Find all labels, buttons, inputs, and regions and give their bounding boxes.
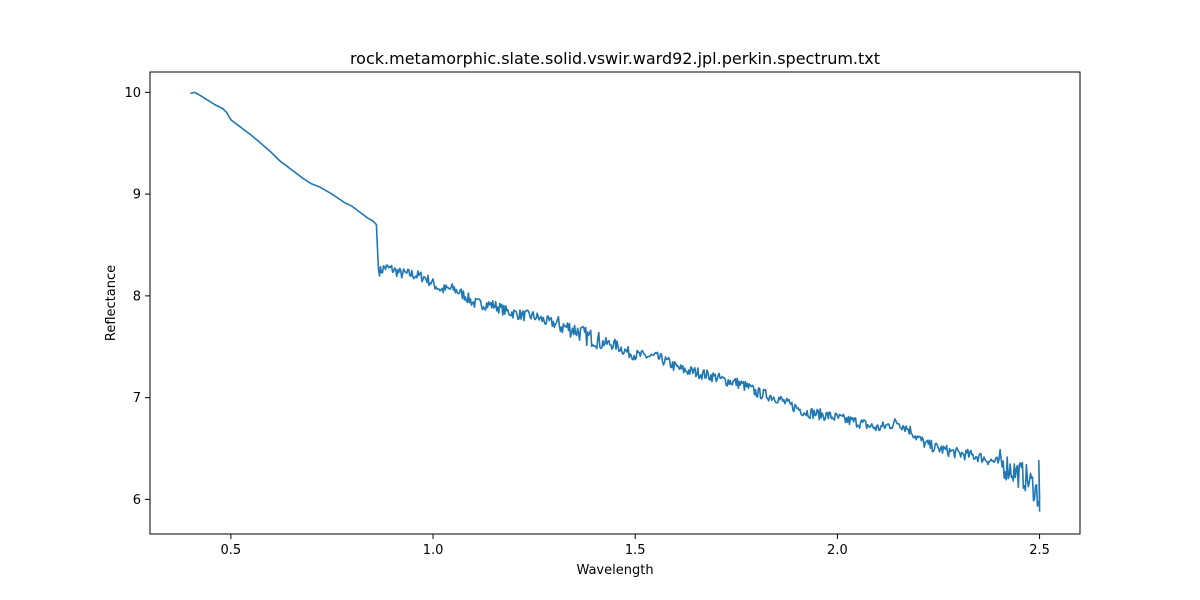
x-tick-label: 1.0 bbox=[423, 543, 444, 558]
x-axis-label: Wavelength bbox=[576, 563, 653, 578]
y-tick-label: 9 bbox=[133, 188, 141, 203]
x-tick-label: 0.5 bbox=[221, 543, 242, 558]
y-tick-label: 8 bbox=[133, 289, 141, 304]
y-tick-label: 7 bbox=[133, 391, 141, 406]
x-tick-label: 1.5 bbox=[625, 543, 646, 558]
x-tick-label: 2.5 bbox=[1029, 543, 1050, 558]
y-tick-label: 6 bbox=[133, 493, 141, 508]
y-tick-label: 10 bbox=[124, 86, 141, 101]
x-tick-label: 2.0 bbox=[827, 543, 848, 558]
y-axis-label: Reflectance bbox=[104, 265, 119, 341]
chart-title: rock.metamorphic.slate.solid.vswir.ward9… bbox=[350, 49, 880, 68]
y-axis-ticks: 6 7 8 9 10 bbox=[124, 86, 150, 508]
reflectance-series-line bbox=[190, 91, 1041, 512]
x-axis-ticks: 0.5 1.0 1.5 2.0 2.5 bbox=[221, 534, 1050, 558]
plot-area-frame bbox=[149, 71, 1081, 535]
